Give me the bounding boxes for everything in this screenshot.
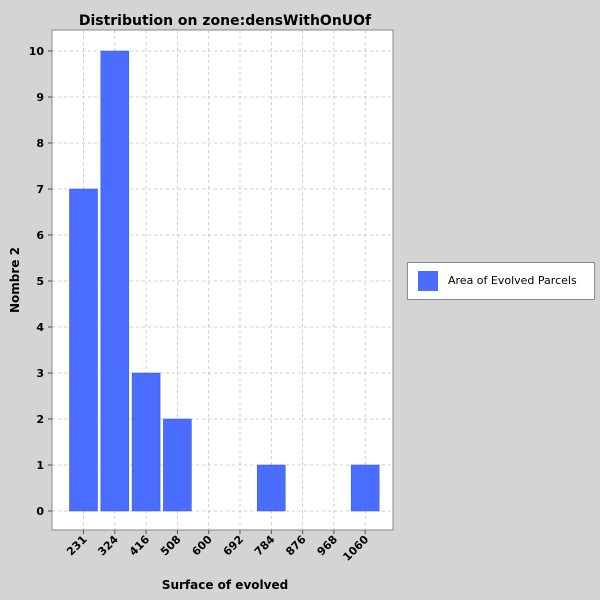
- legend-label: Area of Evolved Parcels: [448, 274, 577, 287]
- bar: [131, 372, 161, 512]
- bars: [69, 50, 380, 512]
- legend-swatch: [418, 271, 438, 291]
- bar: [257, 464, 286, 512]
- y-axis-ticks: 0 1 2 3 4 5 6 7 8 9 10: [29, 45, 52, 518]
- y-tick-label: 9: [36, 91, 44, 104]
- x-tick-label: 600: [189, 533, 215, 559]
- y-tick-label: 8: [36, 137, 44, 150]
- y-tick-label: 6: [36, 229, 44, 242]
- x-axis-ticks: 231 324 416 508 600 692 784 876 968 1060: [64, 530, 372, 564]
- x-tick-label: 416: [127, 533, 153, 559]
- x-tick-label: 968: [315, 533, 340, 558]
- x-tick-label: 1060: [340, 533, 371, 564]
- y-tick-label: 1: [36, 459, 44, 472]
- bar: [350, 464, 380, 512]
- y-tick-label: 4: [36, 321, 44, 334]
- y-tick-label: 0: [36, 505, 44, 518]
- x-tick-label: 692: [221, 533, 246, 558]
- bar: [100, 50, 130, 512]
- y-tick-label: 2: [36, 413, 44, 426]
- x-tick-label: 508: [158, 533, 183, 558]
- chart-title: Distribution on zone:densWithOnUOf: [79, 13, 372, 29]
- y-tick-label: 3: [36, 367, 44, 380]
- x-tick-label: 324: [95, 533, 121, 559]
- bar: [69, 188, 98, 512]
- x-tick-label: 876: [283, 533, 309, 559]
- y-tick-label: 7: [36, 183, 44, 196]
- x-tick-label: 231: [64, 533, 89, 558]
- y-axis-label: Nombre 2: [8, 247, 22, 313]
- y-tick-label: 10: [29, 45, 45, 58]
- x-tick-label: 784: [252, 533, 278, 559]
- bar: [163, 418, 192, 512]
- y-tick-label: 5: [36, 275, 44, 288]
- x-axis-label: Surface of evolved: [162, 578, 288, 592]
- legend: Area of Evolved Parcels: [407, 262, 595, 300]
